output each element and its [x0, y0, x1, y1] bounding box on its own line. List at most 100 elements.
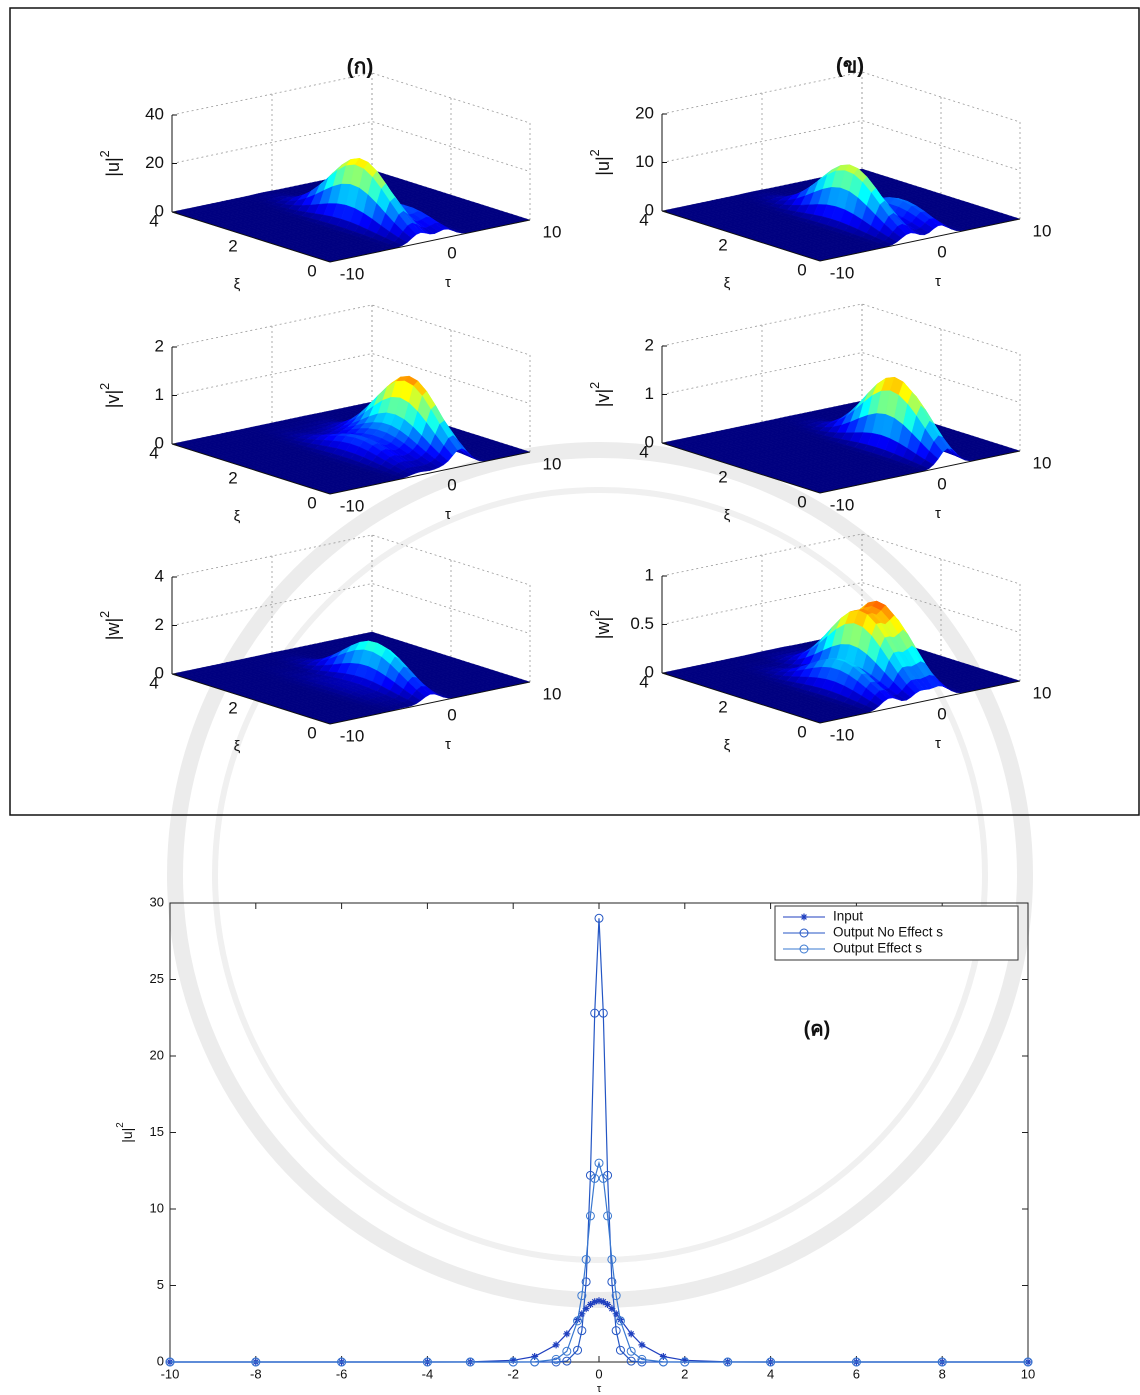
z-axis-label-sup: 2	[588, 149, 602, 156]
z-grid-line	[661, 71, 1021, 123]
tau-axis-label: τ	[445, 274, 451, 291]
z-axis-label: |w|2	[588, 610, 612, 639]
tau-tick-label: -10	[830, 263, 855, 282]
x-tick-label: -2	[507, 1366, 519, 1381]
z-tick-label: 0	[645, 200, 654, 219]
y-tick-label: 15	[150, 1124, 164, 1139]
z-tick-label: 2	[155, 615, 164, 634]
x-tick-label: 4	[767, 1366, 774, 1381]
xi-axis-label: ξ	[724, 737, 731, 754]
tau-axis-label: τ	[445, 736, 451, 753]
y-tick-label: 10	[150, 1200, 164, 1215]
tau-axis-label: τ	[935, 735, 941, 752]
xi-tick-label: 2	[718, 235, 727, 254]
tau-tick-label: -10	[830, 725, 855, 744]
tau-tick-label: 10	[1033, 221, 1052, 240]
z-axis-label-sup: 2	[98, 611, 112, 618]
z-grid-line	[171, 72, 531, 124]
xi-tick-label: 0	[797, 260, 806, 279]
z-axis-label-sup: 2	[588, 382, 602, 389]
tau-tick-label: 0	[447, 705, 456, 724]
tau-tick-label: 10	[543, 222, 562, 241]
z-tick-label: 40	[145, 104, 164, 123]
xi-axis-label: ξ	[234, 738, 241, 755]
y-tick-label: 0	[157, 1353, 164, 1368]
x-tick-label: -8	[250, 1366, 262, 1381]
z-axis-label: |u|2	[588, 149, 612, 175]
xi-tick-label: 2	[228, 468, 237, 487]
y-axis-label: |u|2	[115, 1122, 135, 1143]
z-axis-label-sup: 2	[98, 150, 112, 157]
z-axis-label: |w|2	[98, 611, 122, 640]
tau-tick-label: -10	[830, 495, 855, 514]
z-tick-label: 20	[145, 153, 164, 172]
z-tick-label: 0.5	[630, 614, 654, 633]
panel-frame	[9, 7, 1140, 816]
tau-tick-label: -10	[340, 496, 365, 515]
xi-tick-label: 0	[797, 722, 806, 741]
tau-tick-label: 10	[1033, 683, 1052, 702]
z-axis-label-main: |u|	[103, 157, 123, 176]
panel-title: (ก)	[347, 56, 374, 79]
xi-tick-label: 4	[639, 672, 648, 691]
x-tick-label: -6	[336, 1366, 348, 1381]
panel-title: (ข)	[836, 55, 864, 78]
xi-axis-label: ξ	[724, 507, 731, 524]
surface	[661, 376, 1021, 494]
tau-tick-label: 10	[543, 454, 562, 473]
x-tick-label: 8	[939, 1366, 946, 1381]
tau-tick-label: 0	[937, 474, 946, 493]
tau-axis-label: τ	[935, 273, 941, 290]
xi-tick-label: 0	[307, 261, 316, 280]
z-axis-label-main: |u|	[593, 156, 613, 175]
z-axis-label-main: |w|	[593, 617, 613, 639]
tau-tick-label: -10	[340, 264, 365, 283]
z-grid-line	[171, 304, 531, 356]
xi-tick-label: 0	[307, 723, 316, 742]
xi-tick-label: 0	[307, 493, 316, 512]
x-tick-label: 2	[681, 1366, 688, 1381]
z-axis-label: |v|2	[98, 383, 122, 408]
z-axis-label-sup: 2	[588, 610, 602, 617]
x-tick-label: 10	[1021, 1366, 1035, 1381]
tau-tick-label: -10	[340, 726, 365, 745]
x-tick-label: -4	[422, 1366, 434, 1381]
tau-axis	[819, 218, 1021, 262]
x-tick-label: -10	[161, 1366, 180, 1381]
z-grid-line	[171, 353, 531, 404]
xi-axis	[171, 211, 331, 263]
tau-tick-label: 10	[1033, 453, 1052, 472]
z-grid-line	[661, 120, 1021, 171]
tau-axis	[329, 219, 531, 263]
z-tick-label: 1	[645, 384, 654, 403]
tau-tick-label: 0	[447, 243, 456, 262]
xi-tick-label: 4	[149, 673, 158, 692]
z-grid-line	[661, 352, 1021, 403]
x-axis-label: τ	[597, 1383, 602, 1395]
z-tick-label: 0	[155, 201, 164, 220]
tau-axis-label: τ	[935, 505, 941, 522]
x-tick-label: 6	[853, 1366, 860, 1381]
xi-axis-label: ξ	[234, 508, 241, 525]
watermark-ring	[212, 487, 988, 1263]
xi-tick-label: 2	[228, 698, 237, 717]
z-axis-label: |u|2	[98, 150, 122, 176]
surface	[171, 631, 531, 725]
y-tick-label: 30	[150, 894, 164, 909]
tau-tick-label: 10	[543, 684, 562, 703]
xi-axis-label: ξ	[234, 276, 241, 293]
xi-tick-label: 2	[718, 467, 727, 486]
y-tick-label: 5	[157, 1277, 164, 1292]
z-tick-label: 2	[645, 335, 654, 354]
z-axis-label-main: |v|	[593, 389, 613, 407]
y-tick-label: 25	[150, 971, 164, 986]
y-tick-label: 20	[150, 1047, 164, 1062]
surface	[661, 164, 1021, 262]
surface	[171, 157, 531, 263]
xi-tick-label: 4	[639, 210, 648, 229]
z-axis-label-sup: 2	[98, 383, 112, 390]
xi-axis-label: ξ	[724, 275, 731, 292]
z-grid-line	[661, 303, 1021, 355]
y-axis-label-main: |u|	[119, 1128, 135, 1143]
